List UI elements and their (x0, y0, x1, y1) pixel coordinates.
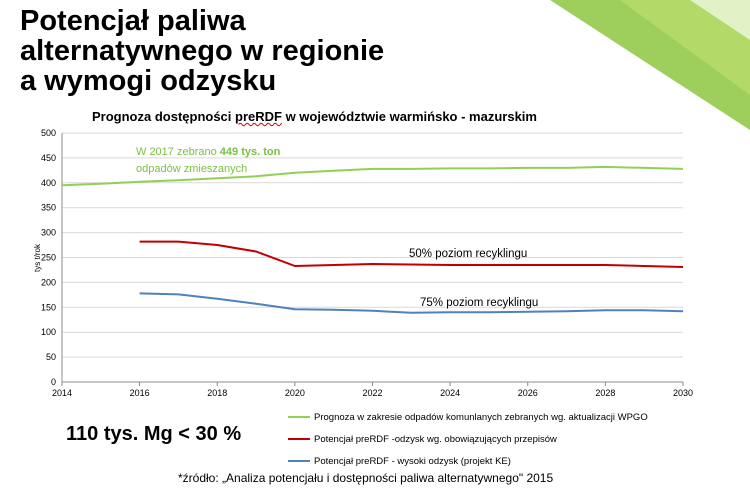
y-tick-label: 300 (41, 228, 56, 238)
legend-label: Potencjał preRDF -odzysk wg. obowiązując… (314, 433, 557, 445)
x-tick-label: 2022 (362, 388, 382, 398)
x-tick-label: 2028 (595, 388, 615, 398)
legend-label: Potencjał preRDF - wysoki odzysk (projek… (314, 455, 511, 467)
y-tick-label: 500 (41, 128, 56, 138)
x-tick-label: 2024 (440, 388, 460, 398)
slide-title-line: a wymogi odzysku (20, 65, 277, 97)
series-layer (61, 165, 684, 314)
slide-title-line: alternatywnego w regionie (20, 35, 385, 67)
green-wave-shape (620, 0, 750, 95)
slide-title: Potencjał paliwa alternatywnego w region… (20, 6, 540, 96)
annotation-collected-2017: W 2017 zebrano 449 tys. ton (136, 146, 281, 158)
chart-title: Prognoza dostępności preRDF w województw… (92, 109, 537, 124)
chart-title-part: Prognoza dostępności (92, 109, 236, 124)
slide-title-line: Potencjał paliwa (20, 5, 246, 37)
axis-layer: 0 50 100 150 200 250 300 350 400 450 500 2014 2016 20… (41, 128, 693, 398)
y-tick-label: 50 (46, 352, 56, 362)
x-tick-label: 2020 (285, 388, 305, 398)
y-tick-label: 350 (41, 203, 56, 213)
legend-label: Prognoza w zakresie odpadów komunlanych … (314, 411, 648, 423)
y-tick-label: 150 (41, 302, 56, 312)
annotation-75-percent: 75% poziom recyklingu (420, 297, 538, 309)
annotation-text: W 2017 zebrano (136, 146, 220, 158)
x-tick-label: 2026 (518, 388, 538, 398)
annotation-text-bold: 449 tys. ton (220, 146, 281, 158)
y-tick-label: 250 (41, 253, 56, 263)
source-note: *źródło: „Analiza potencjału i dostępnoś… (178, 471, 554, 485)
annotation-50-percent: 50% poziom recyklingu (409, 248, 527, 260)
series-line-3 (139, 292, 684, 314)
x-tick-label: 2016 (130, 388, 150, 398)
x-tick-label: 2014 (52, 388, 72, 398)
y-tick-label: 200 (41, 277, 56, 287)
y-tick-label: 100 (41, 327, 56, 337)
y-axis-label: tys t/rok (33, 243, 42, 272)
legend-swatch (288, 416, 310, 418)
y-tick-label: 450 (41, 153, 56, 163)
chart-legend: Prognoza w zakresie odpadów komunlanych … (288, 406, 648, 472)
series-line-2 (139, 240, 684, 268)
legend-swatch (288, 438, 310, 440)
legend-item-green: Prognoza w zakresie odpadów komunlanych … (288, 406, 648, 428)
corner-decoration (550, 0, 750, 130)
summary-text: 110 tys. Mg < 30 % (66, 423, 242, 445)
y-tick-label: 400 (41, 178, 56, 188)
y-tick-label: 0 (51, 377, 56, 387)
legend-swatch (288, 460, 310, 462)
series-line-1 (61, 165, 684, 187)
legend-item-red: Potencjał preRDF -odzysk wg. obowiązując… (288, 428, 648, 450)
legend-item-blue: Potencjał preRDF - wysoki odzysk (projek… (288, 450, 648, 472)
annotation-text-line2: odpadów zmieszanych (136, 163, 247, 175)
x-tick-label: 2018 (207, 388, 227, 398)
chart-title-part: preRDF (235, 109, 282, 124)
green-wave-shape (690, 0, 750, 40)
chart-title-part: w województwie warmińsko - mazurskim (281, 109, 537, 124)
x-tick-label: 2030 (673, 388, 693, 398)
